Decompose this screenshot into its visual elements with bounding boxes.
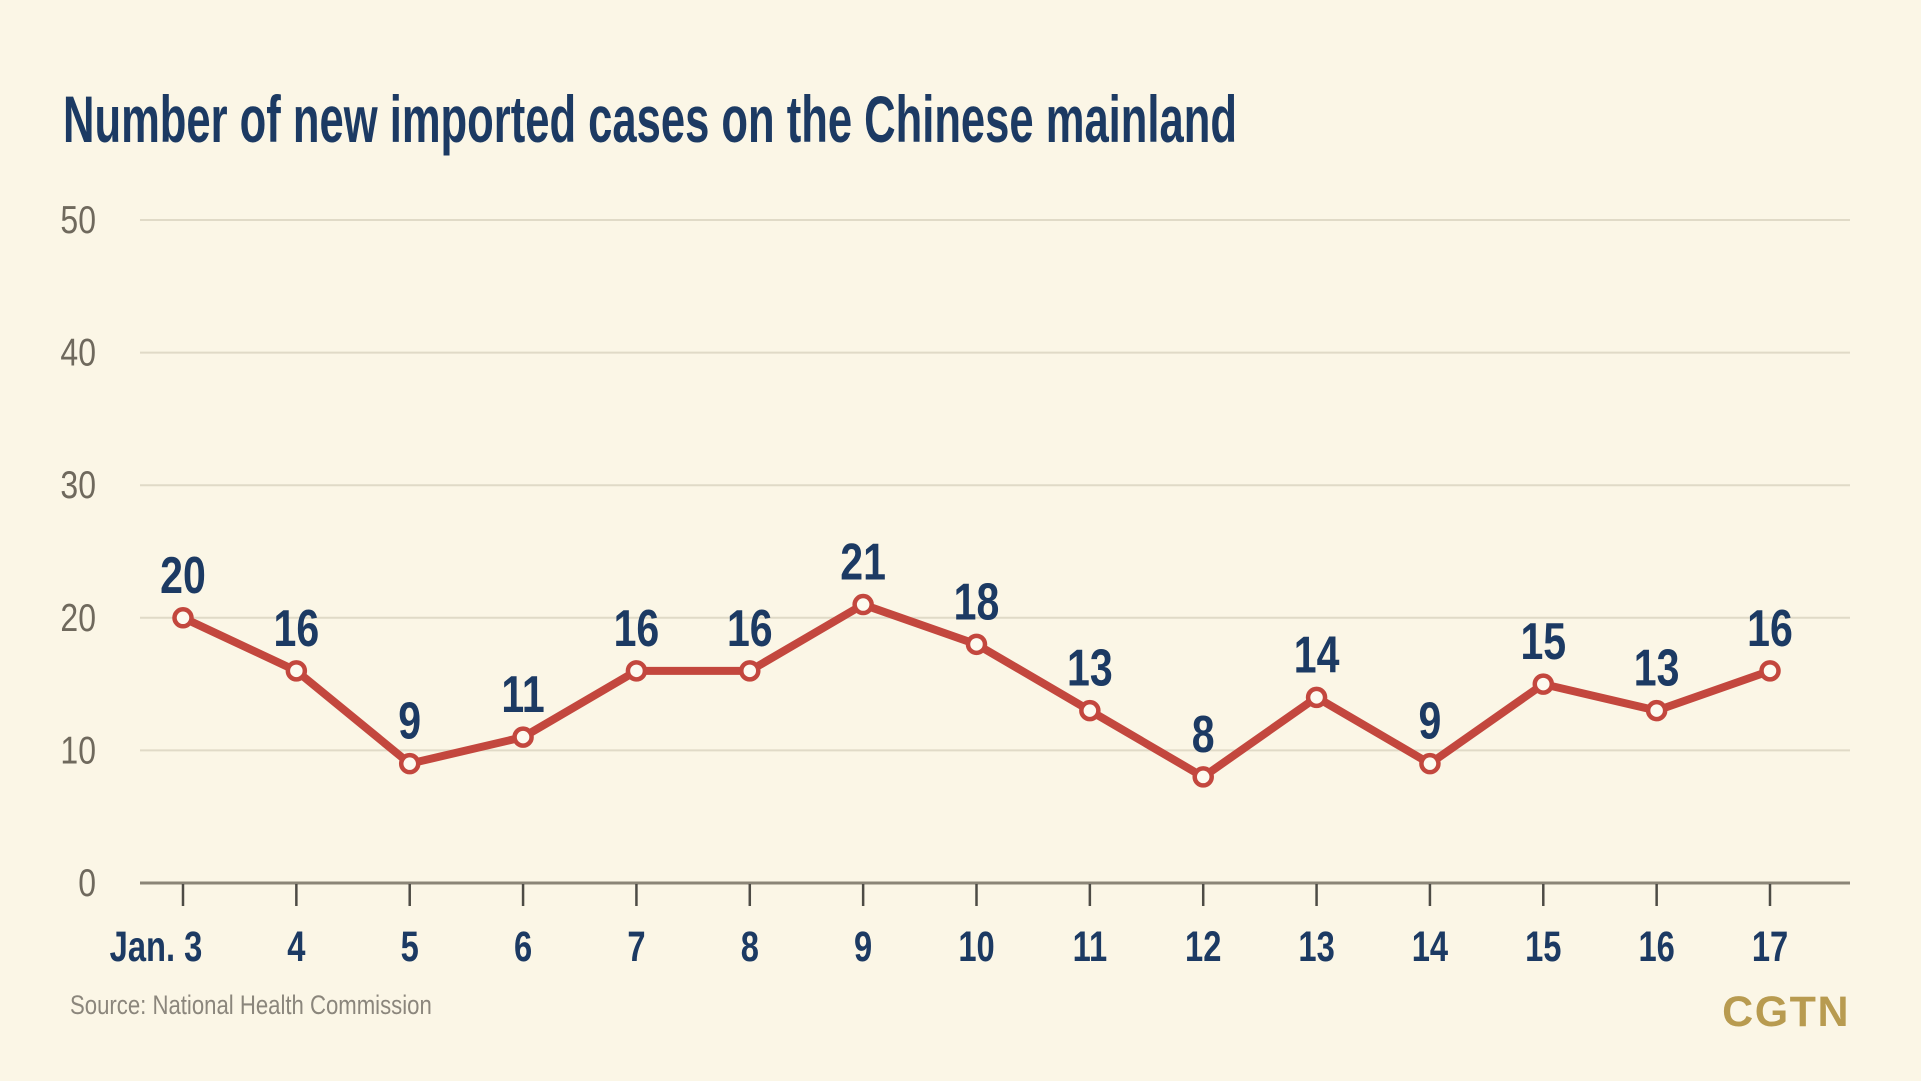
y-axis-label: 20 — [60, 596, 96, 640]
data-point-label: 13 — [1067, 639, 1113, 697]
data-point — [965, 633, 988, 656]
data-point-label: 16 — [274, 599, 320, 657]
x-tick-label: Jan. 3 — [110, 923, 203, 971]
data-point-label: 14 — [1294, 626, 1340, 684]
data-point-label: 20 — [160, 546, 206, 604]
data-point — [285, 660, 308, 682]
data-point — [1532, 673, 1555, 695]
x-tick-label: 12 — [1185, 923, 1221, 971]
x-tick-label: 14 — [1412, 923, 1449, 971]
data-point — [1645, 699, 1668, 722]
data-point-label: 21 — [840, 533, 886, 591]
y-axis-label: 0 — [78, 861, 96, 905]
y-axis-label: 50 — [60, 198, 96, 242]
x-tick-label: 11 — [1073, 923, 1108, 971]
x-tick-label: 13 — [1298, 923, 1334, 971]
y-axis-label: 10 — [60, 728, 96, 772]
x-tick-label: 6 — [514, 923, 532, 971]
x-tick-label: 9 — [854, 923, 872, 971]
x-tick-label: 10 — [958, 923, 994, 971]
data-point — [512, 726, 534, 748]
data-point — [1419, 752, 1441, 775]
data-point — [625, 660, 648, 682]
x-tick-label: 15 — [1525, 923, 1561, 971]
data-point — [1759, 660, 1781, 682]
data-point-label: 16 — [727, 599, 773, 657]
y-axis-label: 40 — [60, 331, 96, 375]
data-point — [1305, 686, 1328, 709]
data-point-label: 16 — [1747, 599, 1793, 657]
data-point-label: 9 — [1419, 692, 1442, 750]
data-point-label: 18 — [954, 573, 1000, 631]
x-tick-label: 8 — [741, 923, 759, 971]
data-point-label: 8 — [1192, 705, 1215, 763]
x-tick-label: 4 — [287, 923, 306, 971]
data-point-label: 16 — [614, 599, 660, 657]
x-tick-label: 17 — [1752, 923, 1788, 971]
x-tick-label: 5 — [401, 923, 419, 971]
data-point — [739, 660, 761, 682]
data-point-label: 9 — [398, 692, 421, 750]
data-point — [1192, 766, 1214, 788]
source-note: Source: National Health Commission — [70, 990, 432, 1020]
data-point — [852, 593, 874, 616]
data-point-label: 15 — [1520, 612, 1566, 670]
data-point — [172, 607, 194, 629]
data-point — [1079, 699, 1101, 722]
data-point-label: 13 — [1634, 639, 1680, 697]
data-point-label: 11 — [501, 666, 544, 724]
cgtn-logo: CGTN — [1722, 988, 1850, 1036]
data-point — [398, 752, 421, 775]
x-tick-label: 16 — [1638, 923, 1674, 971]
chart-title: Number of new imported cases on the Chin… — [63, 82, 1237, 156]
y-axis-label: 30 — [60, 463, 96, 507]
x-tick-label: 7 — [627, 923, 645, 971]
